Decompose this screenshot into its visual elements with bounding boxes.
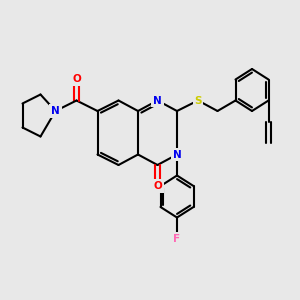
Text: N: N (51, 106, 60, 116)
Text: N: N (172, 149, 182, 160)
Text: O: O (153, 181, 162, 191)
Text: S: S (194, 95, 202, 106)
Text: N: N (153, 95, 162, 106)
Text: F: F (173, 233, 181, 244)
Text: O: O (72, 74, 81, 85)
